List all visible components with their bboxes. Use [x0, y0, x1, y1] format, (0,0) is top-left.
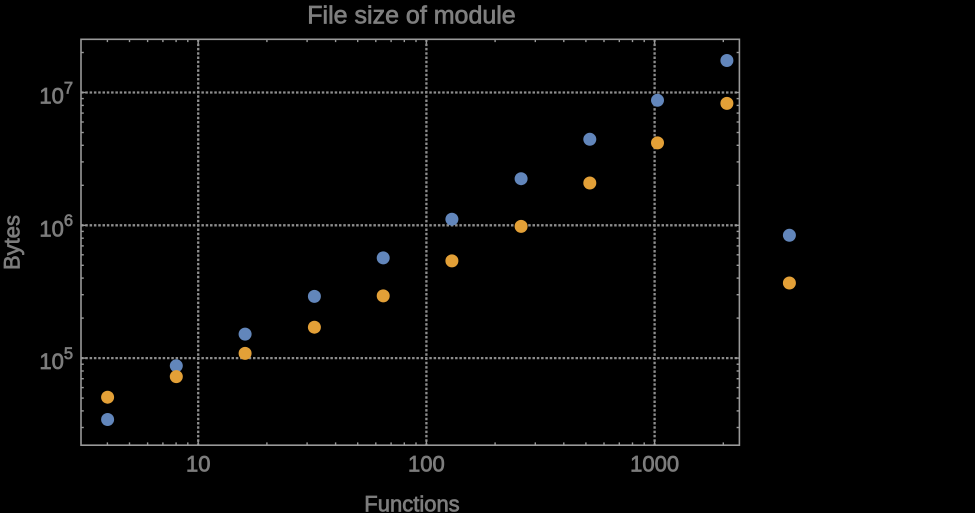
svg-text:1000: 1000	[630, 452, 679, 477]
svg-text:105: 105	[39, 345, 73, 374]
svg-text:Functions: Functions	[364, 492, 459, 513]
svg-text:Bytes: Bytes	[0, 215, 25, 270]
svg-text:100: 100	[408, 452, 445, 477]
svg-text:10: 10	[186, 452, 210, 477]
svg-text:106: 106	[39, 212, 73, 241]
svg-text:107: 107	[39, 79, 73, 108]
svg-text:File size of module: File size of module	[307, 2, 515, 30]
